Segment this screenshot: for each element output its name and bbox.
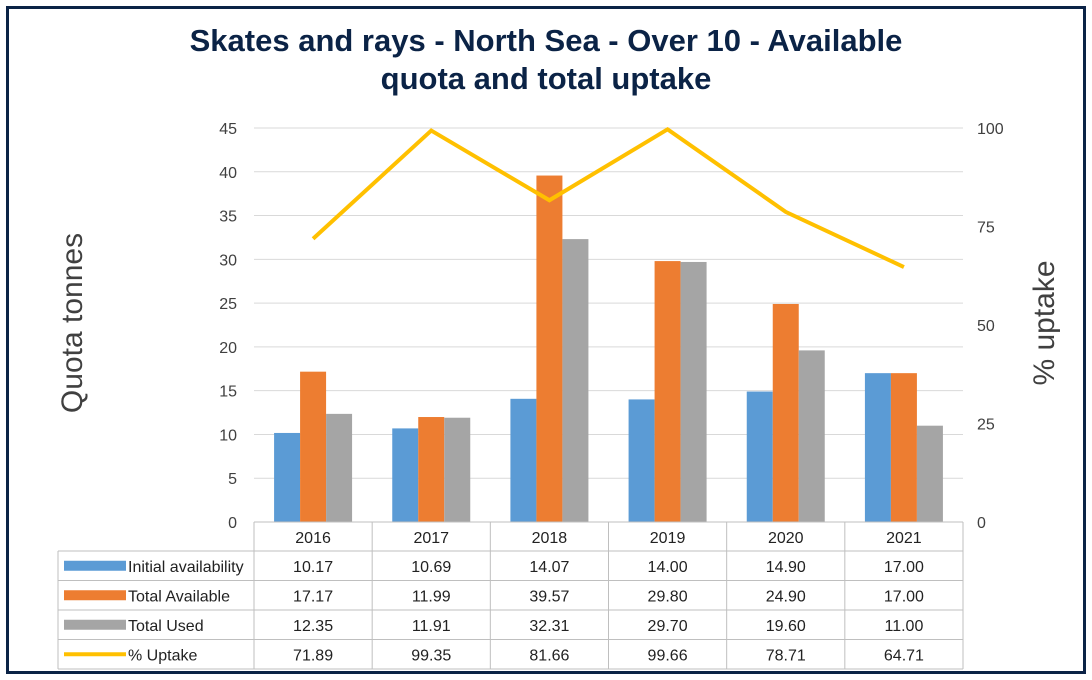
data-cell: 64.71 [884,647,924,664]
bar [864,373,891,522]
data-cell: 39.57 [529,588,569,605]
bar [772,303,799,522]
y-tick-label: 0 [228,515,237,532]
y2-tick-label: 0 [977,515,986,532]
legend-entry: Total Used [128,618,204,635]
legend-entry: % Uptake [128,647,197,664]
data-cell: 99.35 [411,647,451,664]
y-tick-label: 15 [219,384,237,401]
bar [536,175,563,522]
bar [654,261,681,522]
y-tick-label: 25 [219,296,237,313]
bar [562,239,589,522]
y2-tick-label: 25 [977,417,995,434]
x-tick-label: 2017 [413,530,449,547]
data-cell: 24.90 [766,588,806,605]
data-cell: 32.31 [529,618,569,635]
y-tick-label: 45 [219,121,237,138]
legend-swatch [64,590,126,601]
data-cell: 81.66 [529,647,569,664]
bar [916,425,943,522]
bar [798,350,825,522]
data-cell: 12.35 [293,618,333,635]
bar [890,373,917,522]
data-cell: 29.70 [648,618,688,635]
data-cell: 14.07 [529,559,569,576]
bar [746,391,773,522]
y2-tick-label: 75 [977,220,995,237]
bar [326,413,353,522]
x-tick-label: 2018 [532,530,568,547]
chart-title-line-1: Skates and rays - North Sea - Over 10 - … [189,23,903,58]
y2-axis-title: % uptake [1028,260,1061,385]
bars [274,175,943,522]
y2-tick-label: 100 [977,121,1004,138]
bar [444,417,471,522]
data-cell: 17.17 [293,588,333,605]
x-tick-label: 2021 [886,530,922,547]
gridlines [254,127,963,523]
data-cell: 99.66 [648,647,688,664]
y2-tick-label: 50 [977,318,995,335]
data-cell: 14.90 [766,559,806,576]
chart-title: Skates and rays - North Sea - Over 10 - … [0,22,1092,98]
uptake-line-group [311,126,905,269]
legend-swatch [64,560,126,571]
data-cell: 11.91 [412,618,451,635]
data-cell: 71.89 [293,647,333,664]
legend-entry: Initial availability [128,559,244,576]
bar [510,398,537,522]
y-tick-label: 10 [219,427,237,444]
data-cell: 78.71 [766,647,806,664]
chart-title-line-2: quota and total uptake [380,61,712,96]
data-cell: 17.00 [884,559,924,576]
legend-swatch [64,619,126,630]
x-tick-label: 2020 [768,530,804,547]
bar [418,417,445,522]
uptake-line [311,126,905,269]
data-cell: 19.60 [766,618,806,635]
legend-entry: Total Available [128,588,230,605]
data-cell: 17.00 [884,588,924,605]
y-axis-title: Quota tonnes [56,233,89,413]
bar [628,399,655,522]
y-axis-ticks: 0 5 10 15 20 25 30 35 40 45 [219,121,237,532]
bar [274,432,301,522]
y-tick-label: 5 [228,471,237,488]
bar [680,261,707,522]
x-tick-label: 2019 [650,530,686,547]
y-tick-label: 40 [219,165,237,182]
bar [300,371,327,522]
y-tick-label: 20 [219,340,237,357]
data-table: 2016 2017 2018 2019 2020 2021 Initial availabi… [57,521,964,670]
data-cell: 10.17 [293,559,333,576]
data-cell: 11.00 [884,618,923,635]
y-tick-label: 30 [219,252,237,269]
y-tick-label: 35 [219,209,237,226]
x-tick-label: 2016 [295,530,331,547]
data-cell: 14.00 [648,559,688,576]
y2-axis-ticks: 0 25 50 75 100 [977,121,1004,532]
data-cell: 10.69 [411,559,451,576]
bar [392,428,419,522]
data-cell: 11.99 [412,588,451,605]
data-cell: 29.80 [648,588,688,605]
